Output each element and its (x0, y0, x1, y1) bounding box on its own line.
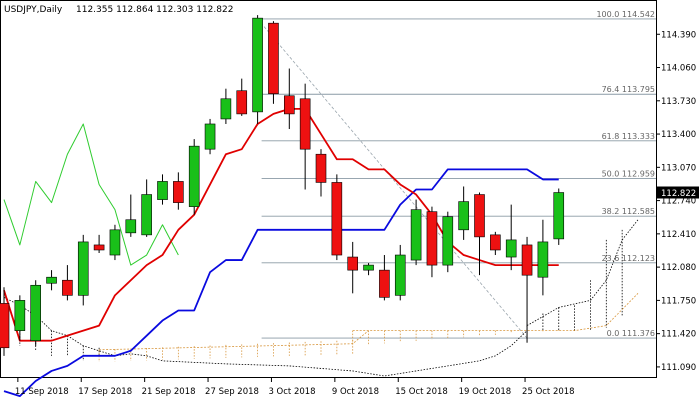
candle-body (141, 194, 152, 236)
candle-body (553, 192, 565, 240)
candle-body (62, 279, 73, 296)
candle-body (236, 90, 248, 115)
candle-body (125, 219, 137, 234)
current-price-tag (657, 186, 699, 199)
candle-body (505, 239, 517, 258)
senkou-span-upper-line (99, 330, 369, 351)
y-tick-label: 111.750 (661, 296, 696, 306)
chikou-span-line (3, 123, 179, 266)
candle-body (157, 181, 168, 200)
fib-level-label: 0.0 111.376 (607, 329, 655, 338)
candle-body (46, 276, 57, 284)
candle-body (410, 209, 422, 261)
candle-body (14, 300, 26, 331)
tenkan-sen-line (3, 107, 559, 342)
y-tick-label: 112.410 (661, 230, 696, 240)
x-tick-label: 19 Oct 2018 (459, 387, 512, 397)
candle-body (442, 216, 454, 266)
candle-body (537, 241, 549, 278)
candle-body (93, 244, 105, 251)
y-axis: 114.390 114.060 113.730 113.400 113.070 112.7… (656, 30, 696, 373)
candle-body (268, 22, 279, 95)
fib-level-label: 38.2 112.585 (602, 207, 655, 216)
fib-level-label: 61.8 113.333 (602, 132, 655, 141)
kijun-sen-line (3, 168, 559, 398)
fib-level-label: 100.0 114.542 (596, 10, 655, 19)
chart-ohlc-readout: 112.355 112.864 112.303 112.822 (76, 5, 233, 15)
candle-body (299, 98, 311, 150)
candle-body (30, 284, 42, 342)
plot-area (0, 0, 657, 378)
candle-body (379, 269, 390, 298)
candle-body (331, 182, 343, 256)
senkou-span-lower-line (352, 293, 639, 332)
current-price-label: 112.822 (661, 189, 696, 199)
fib-level-label: 50.0 112.959 (602, 170, 655, 179)
y-tick-label: 112.740 (661, 197, 696, 207)
indicator-lines-layer (3, 107, 559, 398)
x-tick-label: 27 Sep 2018 (205, 387, 259, 397)
candle-body (252, 17, 263, 113)
y-tick-label: 113.730 (661, 97, 696, 107)
candle-body (109, 229, 121, 256)
x-tick-label: 3 Oct 2018 (268, 387, 315, 397)
x-axis: 11 Sep 2018 17 Sep 2018 21 Sep 2018 27 Sep … (15, 378, 575, 397)
x-tick-label: 11 Sep 2018 (15, 387, 69, 397)
senkou-span-a-line (526, 219, 639, 326)
y-tick-label: 111.420 (661, 330, 696, 340)
candles-layer (0, 15, 565, 356)
fib-level-label: 23.6 112.123 (602, 254, 655, 263)
candle-body (77, 241, 89, 296)
chart-symbol-label: USDJPY,Daily (4, 5, 63, 15)
fib-level-label: 76.4 113.795 (602, 85, 655, 94)
x-tick-label: 15 Oct 2018 (395, 387, 448, 397)
candle-body (426, 211, 438, 266)
y-tick-label: 114.390 (661, 30, 696, 40)
candle-body (188, 145, 200, 207)
y-tick-label: 114.060 (661, 64, 696, 74)
candle-body (315, 153, 327, 183)
x-tick-label: 17 Sep 2018 (78, 387, 132, 397)
candle-body (363, 264, 374, 271)
candle-body (173, 181, 184, 203)
ichimoku-cloud-layer (3, 219, 639, 377)
y-tick-label: 113.400 (661, 130, 696, 140)
candle-body (220, 98, 232, 120)
candle-body (347, 256, 359, 271)
x-tick-label: 25 Oct 2018 (522, 387, 575, 397)
y-tick-label: 111.090 (661, 363, 696, 373)
candle-body (0, 303, 10, 349)
candle-body (474, 194, 485, 238)
candle-body (490, 234, 501, 251)
y-tick-label: 112.080 (661, 263, 696, 273)
x-tick-label: 9 Oct 2018 (332, 387, 379, 397)
candle-body (521, 244, 533, 276)
fibonacci-layer: 100.0 114.542 76.4 113.795 61.8 113.333 50.… (257, 10, 656, 339)
candle-body (204, 123, 216, 150)
senkou-span-b-line (3, 297, 528, 377)
candle-body (283, 95, 295, 115)
x-tick-label: 21 Sep 2018 (142, 387, 196, 397)
candle-body (458, 201, 469, 231)
y-tick-label: 113.070 (661, 163, 696, 173)
candle-body (394, 254, 406, 296)
